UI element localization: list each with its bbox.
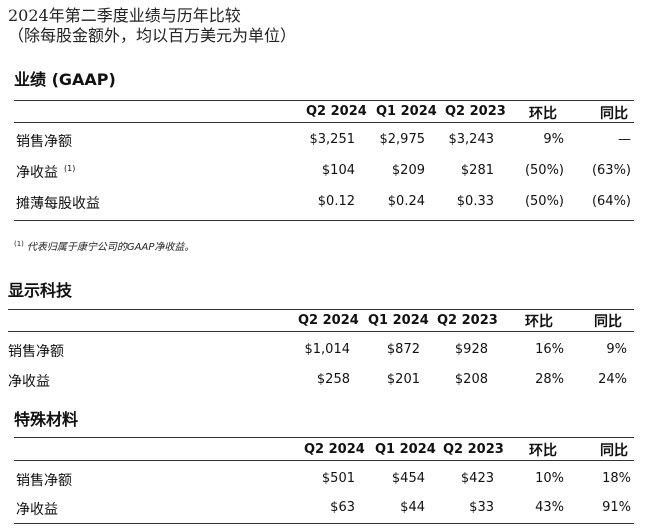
table-cell: (50%) <box>524 194 564 209</box>
footnote-marker: (1) <box>14 240 24 248</box>
table-cell: $501 <box>321 471 355 486</box>
table-cell: $281 <box>460 163 494 178</box>
table-cell: $33 <box>469 500 494 515</box>
table-cell: $1,014 <box>304 342 351 357</box>
table-bottom-rule-gaap <box>14 220 634 221</box>
col-header-qoq: 环比 <box>529 106 557 122</box>
report-title-line1: 2024年第二季度业绩与历年比较 <box>8 6 241 25</box>
col-header-q1-2024: Q1 2024 <box>376 104 437 119</box>
header-rule-gaap <box>14 122 634 123</box>
table-cell: $928 <box>454 342 488 357</box>
section-rule-gaap <box>14 100 634 101</box>
footnote-text: 代表归属于康宁公司的GAAP净收益。 <box>26 242 195 253</box>
table-cell: $454 <box>391 471 425 486</box>
col-header-q2-2024: Q2 2024 <box>306 104 367 119</box>
table-cell: 43% <box>535 500 564 515</box>
row-label-net-income: 净收益 (1) <box>16 162 75 182</box>
table-cell: (64%) <box>591 194 631 209</box>
table-cell: $0.33 <box>456 194 494 209</box>
table-cell: $209 <box>391 163 425 178</box>
table-cell: 18% <box>602 471 631 486</box>
col-header-yoy: 同比 <box>600 106 628 122</box>
table-cell: 9% <box>606 342 627 357</box>
section-title-gaap: 业绩 (GAAP) <box>14 70 116 89</box>
table-cell: $104 <box>321 163 355 178</box>
table-cell: $258 <box>316 372 350 387</box>
table-cell: 16% <box>535 342 564 357</box>
section-title-display: 显示科技 <box>8 281 73 300</box>
col-header-q2-2023: Q2 2023 <box>445 104 506 119</box>
row-label-net-sales: 销售净额 <box>16 134 72 150</box>
row-label-net-income: 净收益 <box>16 502 58 518</box>
table-cell: $201 <box>386 372 420 387</box>
footnote-marker: (1) <box>64 164 76 173</box>
col-header-qoq: 环比 <box>525 314 553 330</box>
table-cell: $208 <box>454 372 488 387</box>
header-rule-display <box>8 331 634 332</box>
col-header-q2-2023: Q2 2023 <box>443 442 504 457</box>
row-label-net-sales: 销售净额 <box>8 344 64 360</box>
col-header-q1-2024: Q1 2024 <box>375 442 436 457</box>
table-cell: $3,251 <box>309 132 356 147</box>
table-cell: (50%) <box>524 163 564 178</box>
section-title-specialty-materials: 特殊材料 <box>14 410 79 429</box>
col-header-qoq: 环比 <box>529 443 557 459</box>
table-cell: $63 <box>330 500 355 515</box>
table-cell: $3,243 <box>448 132 495 147</box>
table-cell: $423 <box>460 471 494 486</box>
row-label-net-income: 净收益 <box>8 374 50 390</box>
header-rule-specialty <box>14 460 634 461</box>
col-header-yoy: 同比 <box>594 314 622 330</box>
report-title: 2024年第二季度业绩与历年比较 （除每股金额外，均以百万美元为单位） <box>8 6 296 46</box>
table-cell: 10% <box>535 471 564 486</box>
row-label-diluted-eps: 摊薄每股收益 <box>16 196 100 212</box>
col-header-q2-2023: Q2 2023 <box>437 313 498 328</box>
table-cell: 28% <box>535 372 564 387</box>
footnote: (1) 代表归属于康宁公司的GAAP净收益。 <box>14 238 194 253</box>
section-rule-display <box>8 309 634 310</box>
row-label-net-sales: 销售净额 <box>16 473 72 489</box>
table-cell: 91% <box>602 500 631 515</box>
table-cell: $44 <box>400 500 425 515</box>
section-rule-specialty <box>14 437 634 438</box>
report-title-line2: （除每股金额外，均以百万美元为单位） <box>8 26 297 45</box>
table-bottom-rule-specialty <box>14 523 634 524</box>
table-cell: $872 <box>386 342 420 357</box>
table-cell: $0.12 <box>317 194 355 209</box>
row-label-text: 净收益 <box>16 165 58 181</box>
table-cell: 24% <box>598 372 627 387</box>
table-cell: $2,975 <box>379 132 426 147</box>
col-header-q2-2024: Q2 2024 <box>298 313 359 328</box>
table-cell: 9% <box>543 132 564 147</box>
table-cell: (63%) <box>591 163 631 178</box>
col-header-yoy: 同比 <box>600 443 628 459</box>
table-cell: — <box>618 132 631 147</box>
table-cell: $0.24 <box>387 194 425 209</box>
col-header-q2-2024: Q2 2024 <box>304 442 365 457</box>
col-header-q1-2024: Q1 2024 <box>368 313 429 328</box>
